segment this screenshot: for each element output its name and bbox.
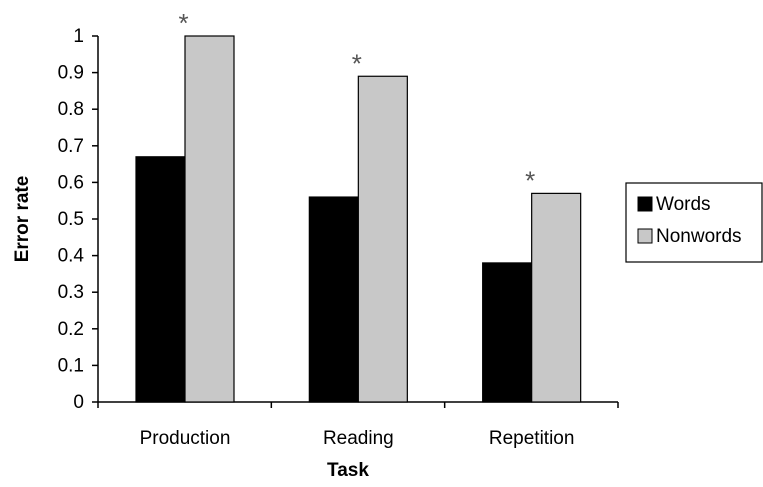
bars	[135, 35, 582, 403]
significance-marker: *	[178, 8, 188, 38]
significance-marker: *	[525, 165, 535, 195]
significance-marker: *	[352, 48, 362, 78]
y-axis-title: Error rate	[12, 176, 33, 263]
bar-words-production	[135, 156, 186, 403]
y-tick-label: 0.7	[58, 136, 84, 157]
y-tick-label: 0.1	[58, 355, 84, 376]
y-tick-label: 0	[73, 392, 84, 413]
x-category-label: Reading	[323, 428, 394, 449]
x-axis-title: Task	[327, 460, 369, 481]
legend-label-words: Words	[656, 194, 711, 215]
legend-swatch-words	[637, 196, 653, 212]
x-category-label: Production	[140, 428, 231, 449]
bar-nonwords-production	[184, 35, 235, 403]
y-tick-label: 0.6	[58, 172, 84, 193]
bar-nonwords-reading	[357, 75, 408, 403]
legend-swatch-nonwords	[637, 228, 653, 244]
y-tick-label: 1	[73, 26, 84, 47]
legend: Words Nonwords	[625, 182, 763, 263]
y-tick-label: 0.4	[58, 246, 85, 267]
bar-nonwords-repetition	[531, 192, 582, 403]
axes: 0 0.1 0.2 0.3 0.4 0.5 0.6 0.7 0.8 0.9 1	[58, 26, 619, 413]
y-tick-label: 0.5	[58, 209, 84, 230]
y-tick-label: 0.9	[58, 63, 84, 84]
y-tick-label: 0.8	[58, 99, 84, 120]
y-tick-label: 0.3	[58, 282, 84, 303]
x-category-label: Repetition	[489, 428, 575, 449]
legend-box	[625, 182, 763, 263]
legend-label-nonwords: Nonwords	[656, 226, 742, 247]
bar-words-repetition	[482, 262, 533, 403]
bar-words-reading	[308, 196, 359, 403]
labels: Production Reading Repetition * * * Task Error …	[12, 8, 574, 481]
y-tick-label: 0.2	[58, 319, 84, 340]
